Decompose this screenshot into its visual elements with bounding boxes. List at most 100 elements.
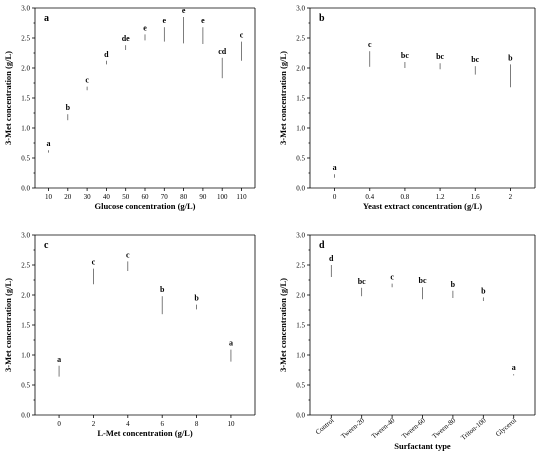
significance-label: b (481, 286, 486, 295)
x-tick-label: Control (314, 416, 336, 436)
panel-label: d (319, 240, 325, 251)
x-tick-label: Triton-100 (459, 416, 488, 442)
y-tick-label: 0.0 (21, 412, 30, 420)
x-tick-label: 2 (509, 193, 513, 201)
significance-label: a (229, 339, 233, 348)
chart-panel-b: 0.0 0.5 1.0 1.5 2.0 2.5 3.0 a 0 c 0.4 bc 0.8 bc 1.2 bc 1… (278, 5, 536, 211)
y-tick-label: 1.0 (296, 125, 305, 133)
significance-label: e (182, 6, 186, 15)
x-tick-label: 10 (227, 420, 235, 428)
x-tick-label: 0.8 (401, 193, 410, 201)
x-tick-label: Tween-80 (431, 416, 458, 440)
x-tick-label: 70 (161, 193, 169, 201)
x-tick-label: Tween-40 (370, 416, 397, 440)
x-tick-label: 90 (199, 193, 207, 201)
y-tick-label: 3.0 (21, 5, 30, 13)
significance-label: b (66, 103, 71, 112)
significance-label: c (126, 250, 130, 259)
significance-label: a (512, 363, 516, 372)
panel-label: c (44, 240, 49, 251)
x-tick-label: 10 (45, 193, 53, 201)
x-tick-label: 4 (126, 420, 130, 428)
y-tick-label: 1.5 (21, 95, 30, 103)
y-tick-label: 0.0 (21, 185, 30, 193)
y-tick-label: 1.0 (296, 352, 305, 360)
y-tick-label: 1.5 (296, 95, 305, 103)
significance-label: a (333, 163, 337, 172)
y-tick-label: 0.5 (296, 382, 305, 390)
significance-label: e (143, 23, 147, 32)
x-tick-label: 110 (236, 193, 247, 201)
significance-label: de (122, 34, 130, 43)
significance-label: bc (471, 55, 479, 64)
y-tick-label: 2.5 (296, 35, 305, 43)
y-tick-label: 3.0 (296, 5, 305, 13)
y-tick-label: 1.5 (21, 322, 30, 330)
y-tick-label: 2.0 (296, 65, 305, 73)
x-tick-label: 30 (84, 193, 92, 201)
significance-label: c (92, 258, 96, 267)
significance-label: c (390, 273, 394, 282)
x-axis-title: Yeast extract concentration (g/L) (363, 201, 482, 211)
y-tick-label: 1.5 (296, 322, 305, 330)
significance-label: e (201, 16, 205, 25)
x-tick-label: 20 (64, 193, 72, 201)
x-tick-label: 0.4 (365, 193, 374, 201)
significance-label: d (329, 254, 334, 263)
x-tick-label: 1.2 (436, 193, 445, 201)
x-tick-label: Glycerol (494, 416, 518, 438)
x-tick-label: 8 (195, 420, 199, 428)
x-tick-label: 6 (160, 420, 164, 428)
y-axis-title: 3-Met concentration (g/L) (278, 51, 288, 145)
chart-panel-c: 0.0 0.5 1.0 1.5 2.0 2.5 3.0 a 0 c 2 c 4 b 6 b 8 a 10 L-Met … (3, 232, 256, 438)
y-tick-label: 0.0 (296, 185, 305, 193)
y-tick-label: 0.5 (21, 155, 30, 163)
y-tick-label: 3.0 (21, 232, 30, 240)
y-tick-label: 0.5 (21, 382, 30, 390)
x-tick-label: 0 (333, 193, 337, 201)
significance-label: b (451, 280, 456, 289)
significance-label: c (368, 40, 372, 49)
x-tick-label: Tween-60 (400, 416, 427, 440)
significance-label: b (194, 294, 199, 303)
y-tick-label: 2.5 (21, 262, 30, 270)
significance-label: d (104, 50, 109, 59)
significance-label: bc (358, 277, 366, 286)
significance-label: a (57, 355, 61, 364)
x-axis-title: Glucose concentration (g/L) (94, 201, 195, 211)
y-tick-label: 3.0 (296, 232, 305, 240)
significance-label: c (240, 31, 244, 40)
x-tick-label: 2 (92, 420, 96, 428)
significance-label: bc (401, 51, 409, 60)
y-tick-label: 1.0 (21, 125, 30, 133)
panel-label: a (44, 13, 49, 24)
significance-label: c (85, 76, 89, 85)
x-axis-title: Surfactant type (394, 441, 451, 451)
y-tick-label: 2.0 (21, 292, 30, 300)
x-tick-label: 100 (217, 193, 228, 201)
x-axis-title: L-Met concentration (g/L) (97, 428, 193, 438)
significance-label: b (508, 53, 513, 62)
y-tick-label: 2.5 (21, 35, 30, 43)
x-tick-label: 60 (142, 193, 150, 201)
y-axis-title: 3-Met concentration (g/L) (3, 278, 13, 372)
significance-label: b (160, 285, 165, 294)
x-tick-label: 40 (103, 193, 111, 201)
x-tick-label: Tween-20 (339, 416, 366, 440)
y-axis-title: 3-Met concentration (g/L) (278, 278, 288, 372)
y-tick-label: 0.0 (296, 412, 305, 420)
y-tick-label: 1.0 (21, 352, 30, 360)
significance-label: e (163, 16, 167, 25)
y-tick-label: 0.5 (296, 155, 305, 163)
y-tick-label: 2.0 (21, 65, 30, 73)
y-tick-label: 2.0 (296, 292, 305, 300)
y-tick-label: 2.5 (296, 262, 305, 270)
y-axis-title: 3-Met concentration (g/L) (3, 51, 13, 145)
x-tick-label: 50 (122, 193, 130, 201)
significance-label: cd (218, 47, 227, 56)
significance-label: bc (419, 276, 427, 285)
chart-panel-d: 0.0 0.5 1.0 1.5 2.0 2.5 3.0 d Control bc Tween-20 c… (278, 232, 536, 451)
significance-label: a (47, 139, 51, 148)
x-tick-label: 80 (180, 193, 188, 201)
